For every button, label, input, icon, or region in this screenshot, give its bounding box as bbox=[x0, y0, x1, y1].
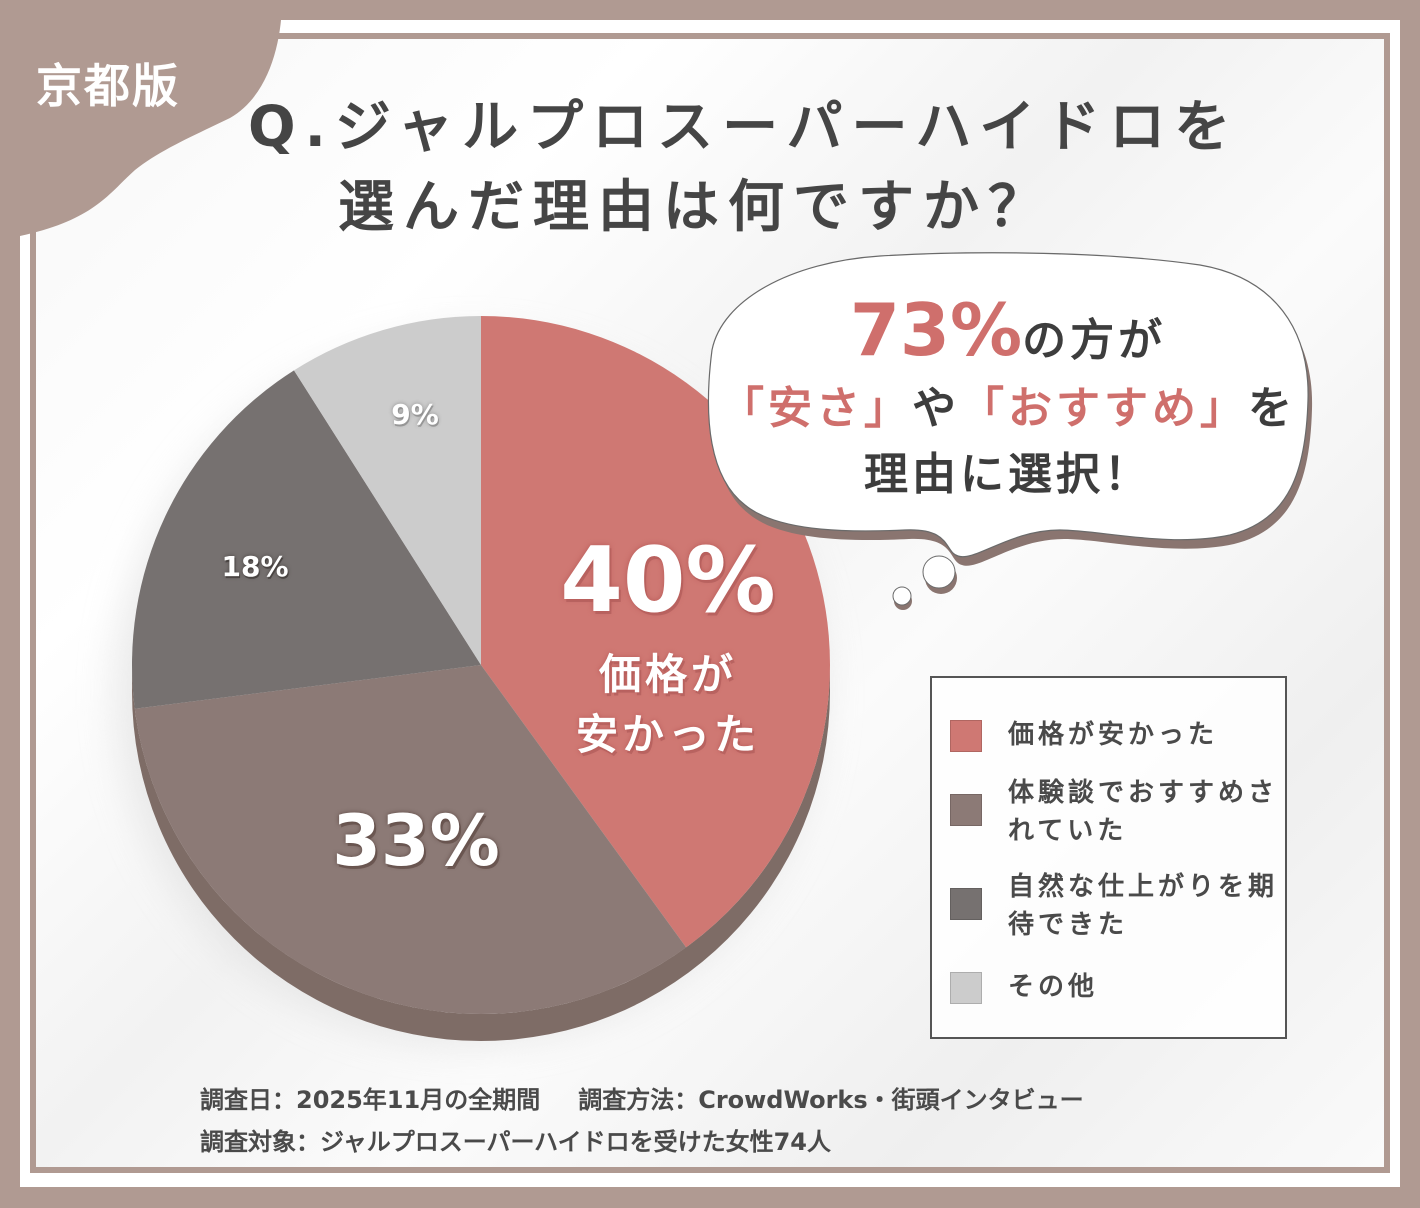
survey-date: 調査日：2025年11月の全期間 bbox=[200, 1086, 541, 1114]
callout-highlight-pct: 73% bbox=[849, 288, 1023, 372]
survey-target: 調査対象：ジャルプロスーパーハイドロを受けた女性74人 bbox=[200, 1128, 831, 1156]
slice-label-recommend-pct: 33% bbox=[332, 800, 500, 882]
legend-item-price: 価格が安かった bbox=[950, 716, 1278, 754]
callout-line3: 理由に選択！ bbox=[864, 449, 1152, 500]
survey-method: 調査方法：CrowdWorks・街頭インタビュー bbox=[578, 1086, 1084, 1114]
callout-line1-rest: の方が bbox=[1022, 315, 1167, 366]
region-badge: 京都版 bbox=[36, 59, 180, 113]
page-title-line2: 選んだ理由は何ですか？ bbox=[338, 175, 1053, 240]
callout-keyword-cheap: 「安さ」 bbox=[720, 383, 912, 434]
slice-label-other-pct: 9% bbox=[391, 398, 439, 431]
legend-label-price: 価格が安かった bbox=[1008, 720, 1219, 750]
page-title-line1: Q.ジャルプロスーパーハイドロを bbox=[248, 95, 1240, 160]
survey-info-line1: 調査日：2025年11月の全期間 調査方法：CrowdWorks・街頭インタビュー bbox=[200, 1080, 1084, 1115]
legend-item-other: その他 bbox=[950, 968, 1278, 1006]
callout-line2: 「安さ」や「おすすめ」を bbox=[706, 372, 1310, 436]
legend-label-recommend: 体験談でおすすめされていた bbox=[1008, 778, 1279, 846]
callout-keyword-recommend: 「おすすめ」 bbox=[960, 383, 1248, 434]
callout-conjunction: や bbox=[912, 383, 960, 434]
legend-swatch-recommend bbox=[950, 794, 982, 826]
legend-item-recommend: 体験談でおすすめされていた bbox=[950, 774, 1278, 850]
pie-slice-other bbox=[293, 316, 481, 665]
slice-label-price-line2: 安かった bbox=[575, 710, 760, 759]
callout-line1: 73%の方が bbox=[706, 288, 1310, 372]
pie-slice-recommend bbox=[134, 665, 687, 1014]
callout-particle: を bbox=[1248, 383, 1296, 434]
legend-swatch-other bbox=[950, 972, 982, 1004]
legend-swatch-price bbox=[950, 720, 982, 752]
badge-blob bbox=[0, 0, 282, 240]
thought-cloud bbox=[707, 252, 1313, 610]
slice-label-natural-pct: 18% bbox=[221, 550, 289, 583]
pie-slice-natural bbox=[132, 370, 481, 709]
legend-label-other: その他 bbox=[1008, 972, 1099, 1002]
legend-swatch-natural bbox=[950, 888, 982, 920]
slice-label-price-pct: 40% bbox=[560, 528, 776, 633]
slice-label-price-text: 価格が 安かった bbox=[548, 645, 788, 765]
slice-label-price-line1: 価格が bbox=[598, 650, 737, 699]
legend-label-natural: 自然な仕上がりを期待できた bbox=[1008, 872, 1279, 940]
legend-item-natural: 自然な仕上がりを期待できた bbox=[950, 868, 1278, 944]
chart-legend: 価格が安かった 体験談でおすすめされていた 自然な仕上がりを期待できた その他 bbox=[930, 676, 1287, 1039]
